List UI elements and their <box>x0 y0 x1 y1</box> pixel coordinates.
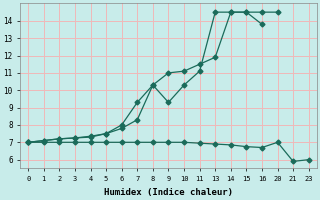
X-axis label: Humidex (Indice chaleur): Humidex (Indice chaleur) <box>104 188 233 197</box>
